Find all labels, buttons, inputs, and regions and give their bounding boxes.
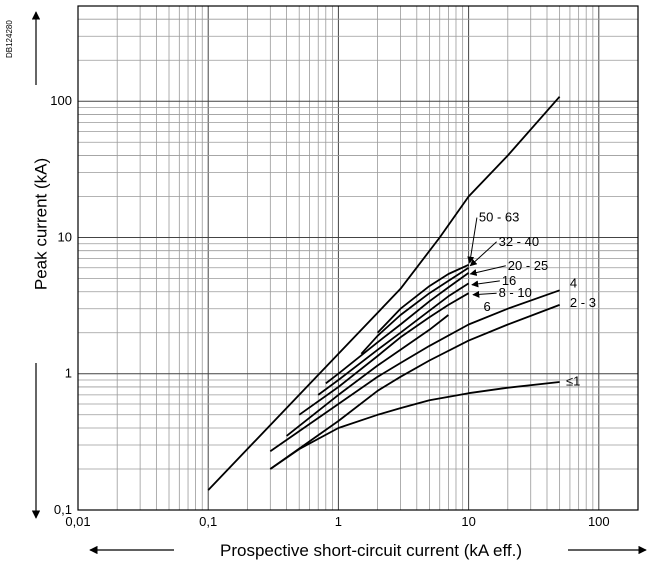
curve-label-arrow: [467, 217, 478, 264]
series-line: [207, 96, 561, 491]
y-tick-label: 1: [65, 366, 72, 381]
series-line: [317, 282, 470, 396]
series-line: [269, 289, 560, 452]
plot-area-frame: [77, 5, 639, 511]
document-code: DB124280: [5, 20, 14, 58]
curve-label-arrow: [472, 290, 497, 298]
curve-lines: [207, 96, 561, 491]
series-line: [298, 292, 470, 416]
curve-label: ≤1: [566, 373, 580, 388]
series-line: [269, 381, 560, 470]
x-tick-label: 1: [335, 514, 342, 529]
series-line: [269, 304, 560, 470]
curve-label-arrow: [471, 280, 500, 288]
series-line: [376, 263, 469, 334]
x-tick-label: 100: [588, 514, 610, 529]
curve-label: 2 - 3: [570, 295, 596, 310]
y-tick-label: 10: [58, 229, 72, 244]
curve-label-arrow: [469, 241, 497, 267]
x-tick-label: 0,1: [199, 514, 217, 529]
x-axis-title: Prospective short-circuit current (kA ef…: [220, 541, 522, 560]
y-tick-label: 0,1: [54, 502, 72, 517]
y-tick-label: 100: [50, 93, 72, 108]
curve-label: 6: [483, 299, 490, 314]
curve-label: 20 - 25: [508, 258, 548, 273]
curve-label-arrow: [469, 265, 506, 276]
chart-grid: [77, 5, 639, 511]
curve-label: 4: [570, 275, 577, 290]
x-tick-label: 10: [461, 514, 475, 529]
series-line: [360, 266, 470, 355]
curve-label: 50 - 63: [479, 210, 519, 225]
curve-label: 32 - 40: [499, 234, 539, 249]
y-axis-title: Peak current (kA): [31, 158, 50, 290]
series-line: [325, 272, 470, 385]
x-tick-label: 0,01: [65, 514, 90, 529]
curve-label: 16: [502, 273, 516, 288]
series-line: [286, 314, 449, 437]
curve-label: 8 - 10: [499, 285, 532, 300]
